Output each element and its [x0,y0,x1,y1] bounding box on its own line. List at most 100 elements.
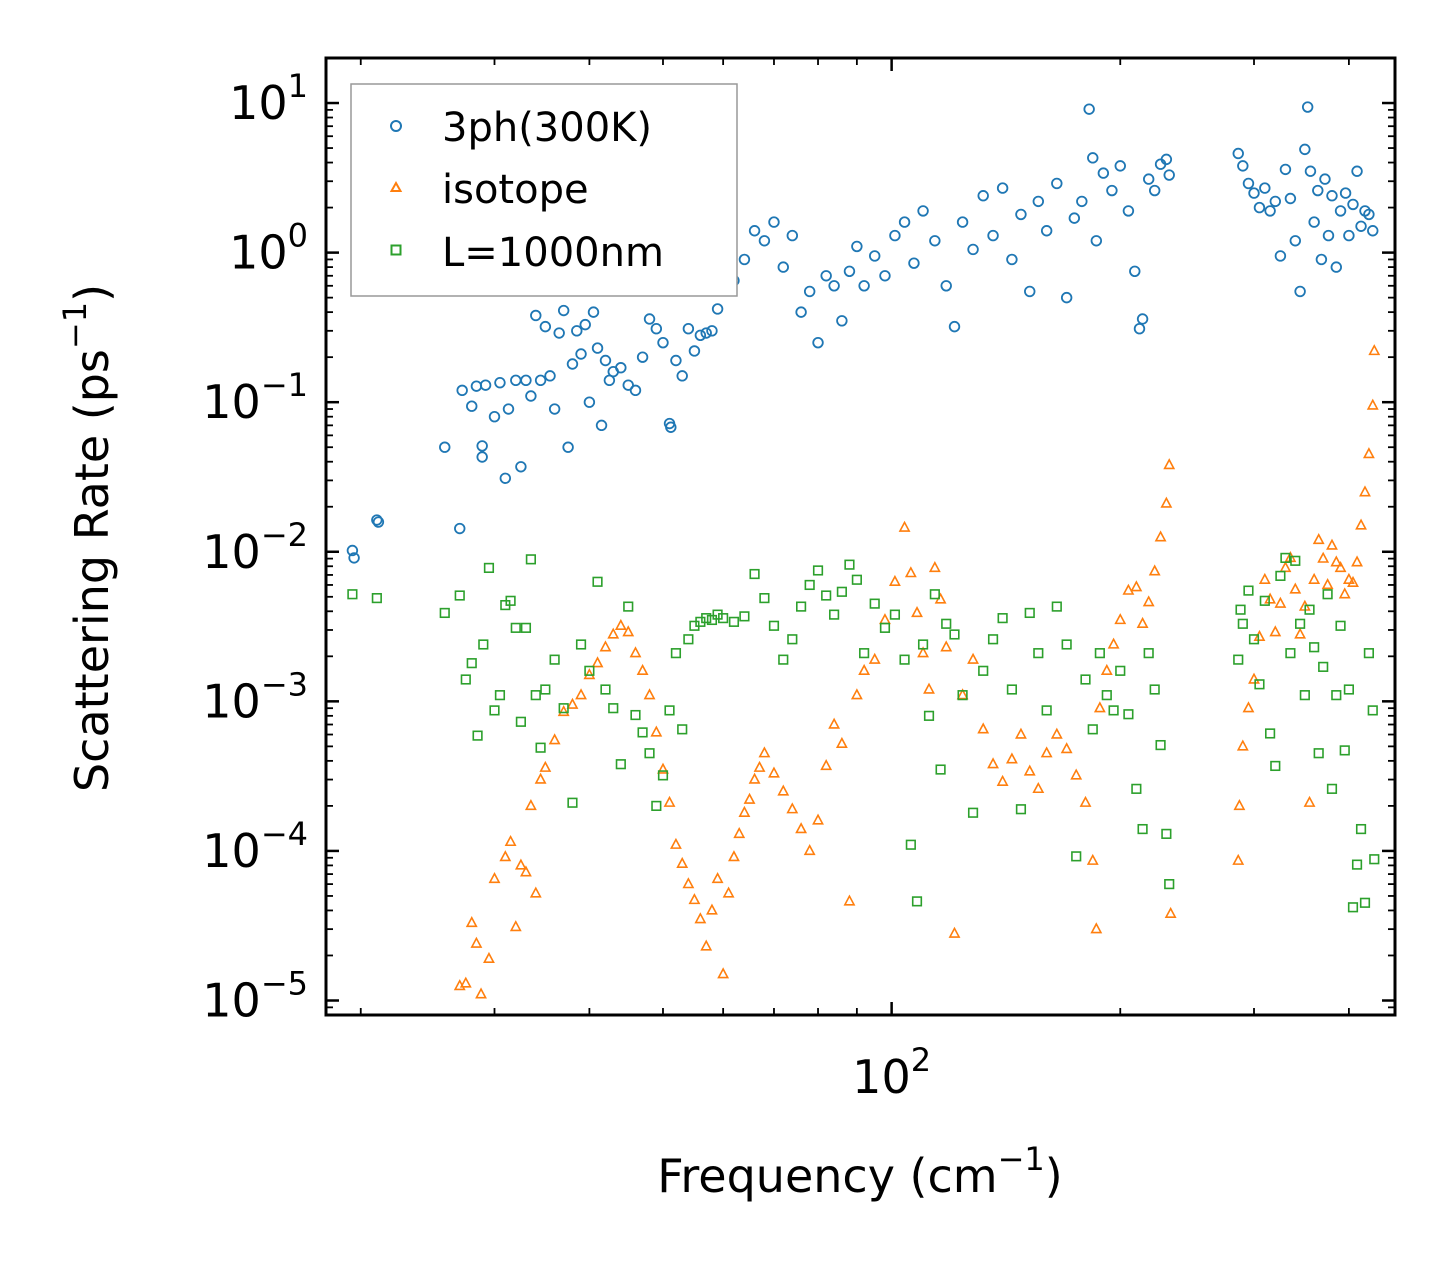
data-point [1304,165,1317,177]
data-point [465,916,478,928]
data-point [583,396,596,408]
data-point [1163,169,1175,181]
data-point [488,410,501,423]
data-point [879,270,891,282]
data-point [1079,795,1092,807]
data-point [1015,804,1027,815]
legend-circle-marker-icon [390,120,402,132]
data-point [957,690,968,701]
data-point [595,419,608,432]
data-point [1093,701,1106,713]
data-point [1122,205,1135,217]
data-point [812,336,824,349]
data-point [1258,572,1271,584]
data-point [664,705,675,716]
data-point [567,797,578,808]
data-point [1321,578,1334,590]
data-point [977,190,989,202]
data-point [1237,618,1248,629]
data-point [858,280,870,292]
data-point [1326,190,1338,202]
data-point [1235,604,1246,615]
data-point [534,772,547,784]
data-point [575,688,587,700]
data-point [904,566,917,578]
data-point [1269,195,1281,208]
data-point [510,374,522,387]
data-point [1275,570,1286,581]
data-point [540,684,551,695]
data-point [557,705,570,717]
data-point [844,559,855,570]
data-point [1136,616,1149,628]
data-point [1248,672,1260,684]
data-point [592,576,603,587]
data-point [1342,572,1355,584]
data-point [636,351,649,363]
data-point [1015,208,1027,221]
data-point [948,320,961,333]
data-point [859,648,870,659]
data-point [544,370,556,382]
series-0 [346,101,1379,564]
data-point [941,618,952,629]
data-point [1090,235,1103,247]
data-point [683,634,694,645]
data-point [929,589,940,600]
data-point [476,451,488,463]
data-point [748,772,761,784]
data-point [1265,728,1276,739]
data-point [1351,859,1363,870]
data-point [1060,742,1073,754]
data-point [688,893,701,905]
data-point [1023,764,1036,776]
data-point [549,654,560,665]
data-point [1161,828,1172,839]
data-point [1303,795,1316,807]
data-point [753,760,766,772]
data-point [466,658,477,669]
data-point [676,856,689,869]
data-point [843,894,856,906]
data-point [1148,564,1161,576]
data-point [978,665,989,676]
data-point [1068,212,1081,224]
data-point [1347,902,1359,913]
data-point [917,639,929,650]
data-point [706,325,718,337]
y-tick-label: 10−4 [202,815,308,878]
data-point [587,306,600,318]
data-point [868,652,881,664]
data-point [828,280,840,292]
data-point [460,674,471,685]
data-point [575,639,587,650]
data-point [475,987,487,999]
data-point [1343,684,1354,695]
data-point [1312,184,1324,197]
data-point [917,646,930,658]
data-point [622,625,635,637]
data-point [535,742,546,753]
data-point [1339,187,1352,199]
data-point [494,376,506,389]
data-point [524,799,537,811]
data-point [514,858,527,870]
data-point [1253,629,1266,642]
data-point [454,590,465,601]
data-point [851,574,862,585]
data-point [829,609,840,620]
data-point [644,748,655,759]
data-point [1322,229,1335,242]
data-point [479,379,492,391]
data-point [663,795,676,807]
data-point [525,554,536,565]
data-point [843,265,856,277]
y-tick-label: 10−1 [202,366,308,429]
data-point [591,656,604,668]
data-point [530,690,541,701]
data-point [804,579,815,591]
data-point [812,565,824,576]
data-point [1094,648,1105,659]
data-point [1164,879,1175,890]
data-point [1347,198,1359,211]
